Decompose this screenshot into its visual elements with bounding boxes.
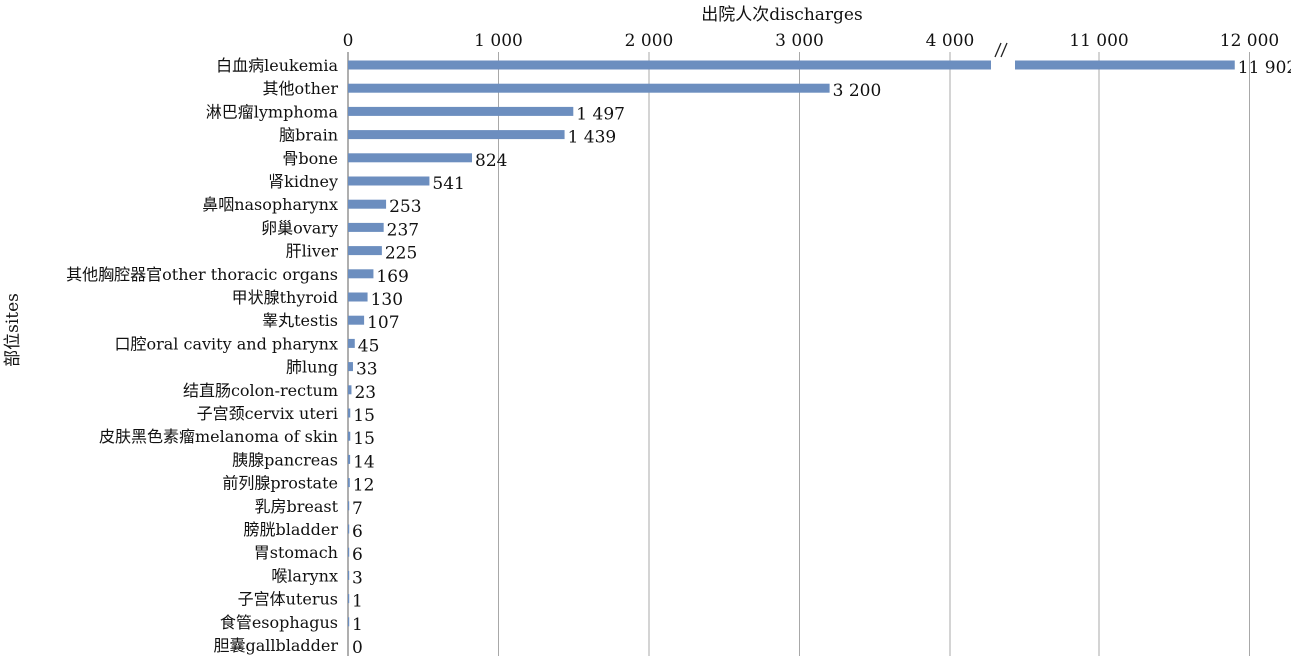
value-label: 107: [367, 313, 399, 333]
category-label: 卵巢ovary: [261, 218, 338, 237]
category-label: 脑brain: [279, 126, 338, 145]
bar: [348, 199, 387, 209]
bar: [348, 594, 350, 604]
value-label: 7: [352, 499, 363, 519]
category-label: 喉larynx: [271, 566, 338, 585]
value-label: 45: [358, 336, 380, 356]
x-tick-label: 4 000: [926, 31, 975, 51]
value-label: 6: [352, 522, 363, 542]
category-label: 口腔oral cavity and pharynx: [114, 334, 338, 353]
category-label: 鼻咽nasopharynx: [202, 195, 338, 214]
value-label: 6: [352, 545, 363, 565]
category-label: 食管esophagus: [220, 613, 338, 632]
value-label: 237: [387, 220, 419, 240]
axis-break-gap: [993, 42, 1013, 72]
category-label: 乳房breast: [254, 497, 338, 516]
bar: [348, 153, 473, 163]
category-label: 睾丸testis: [262, 311, 338, 330]
category-labels: 白血病leukemia 其他other 淋巴瘤lymphoma 脑brain 骨bone…: [66, 56, 338, 655]
value-label: 541: [432, 174, 464, 194]
x-tick-label: 0: [343, 31, 354, 51]
value-label: 1: [352, 592, 363, 612]
bar: [348, 269, 374, 279]
axis-break-slash: [1000, 42, 1008, 58]
category-label: 其他胸腔器官other thoracic organs: [66, 265, 338, 284]
x-tick-labels: 0 1 000 2 000 3 000 4 000 11 000 12 000: [343, 31, 1280, 51]
category-label: 子宫体uterus: [238, 590, 338, 609]
category-label: 肾kidney: [268, 172, 338, 191]
bar: [348, 454, 351, 464]
y-axis-title: 部位sites: [3, 293, 23, 367]
category-label: 甲状腺thyroid: [232, 288, 338, 307]
value-label: 0: [352, 638, 363, 657]
bar: [348, 246, 382, 256]
axis-break-slash: [994, 42, 1002, 58]
category-label: 膀胱bladder: [243, 520, 338, 539]
value-label: 15: [353, 406, 375, 426]
x-tick-label: 1 000: [474, 31, 523, 51]
category-label: 肝liver: [286, 242, 339, 261]
category-label: 骨bone: [282, 149, 338, 168]
bar: [348, 362, 353, 372]
x-axis-title: 出院人次discharges: [701, 5, 862, 25]
bar: [348, 106, 574, 116]
bar: [348, 222, 384, 232]
category-label: 结直肠colon-rectum: [183, 381, 338, 400]
value-label: 12: [353, 476, 375, 496]
bar: [348, 385, 352, 395]
bar: [348, 176, 430, 186]
value-label: 14: [353, 452, 375, 472]
bar-continued: [1015, 60, 1235, 70]
axis-break: [993, 42, 1013, 72]
value-label: 33: [356, 360, 378, 380]
value-label: 1: [352, 615, 363, 635]
value-label: 3 200: [833, 81, 882, 101]
bar: [348, 547, 350, 557]
x-tick-label: 12 000: [1220, 31, 1279, 51]
bar: [348, 60, 991, 70]
value-label: 824: [475, 151, 507, 171]
bar: [348, 315, 365, 325]
x-tick-label: 3 000: [775, 31, 824, 51]
value-label: 130: [371, 290, 403, 310]
bar: [348, 431, 351, 441]
bar: [348, 617, 350, 627]
category-label: 胃stomach: [254, 543, 338, 562]
bar: [348, 501, 350, 511]
x-tick-label: 11 000: [1069, 31, 1128, 51]
category-label: 前列腺prostate: [222, 474, 338, 493]
x-tick-label: 2 000: [625, 31, 674, 51]
bar: [348, 292, 368, 302]
category-label: 肺lung: [286, 358, 338, 377]
bar: [348, 570, 350, 580]
bar: [348, 408, 351, 418]
gridlines: [498, 52, 1250, 656]
bars: [348, 60, 1235, 627]
bar: [348, 478, 350, 488]
value-label: 1 497: [576, 104, 625, 124]
bar: [348, 83, 830, 93]
category-label: 皮肤黑色素瘤melanoma of skin: [99, 427, 338, 446]
value-label: 169: [376, 267, 408, 287]
value-label: 1 439: [568, 128, 617, 148]
value-label: 11 902: [1238, 58, 1291, 78]
value-label: 23: [354, 383, 376, 403]
value-label: 15: [353, 429, 375, 449]
category-label: 子宫颈cervix uteri: [197, 404, 338, 423]
category-label: 其他other: [263, 79, 339, 98]
category-label: 白血病leukemia: [216, 56, 338, 75]
value-label: 253: [389, 197, 421, 217]
category-label: 胰腺pancreas: [232, 450, 338, 469]
bar: [348, 524, 350, 534]
category-label: 淋巴瘤lymphoma: [206, 102, 339, 121]
value-label: 225: [385, 244, 417, 264]
value-label: 3: [352, 568, 363, 588]
category-label: 胆囊gallbladder: [213, 636, 338, 655]
bar: [348, 130, 565, 140]
bar: [348, 338, 355, 348]
